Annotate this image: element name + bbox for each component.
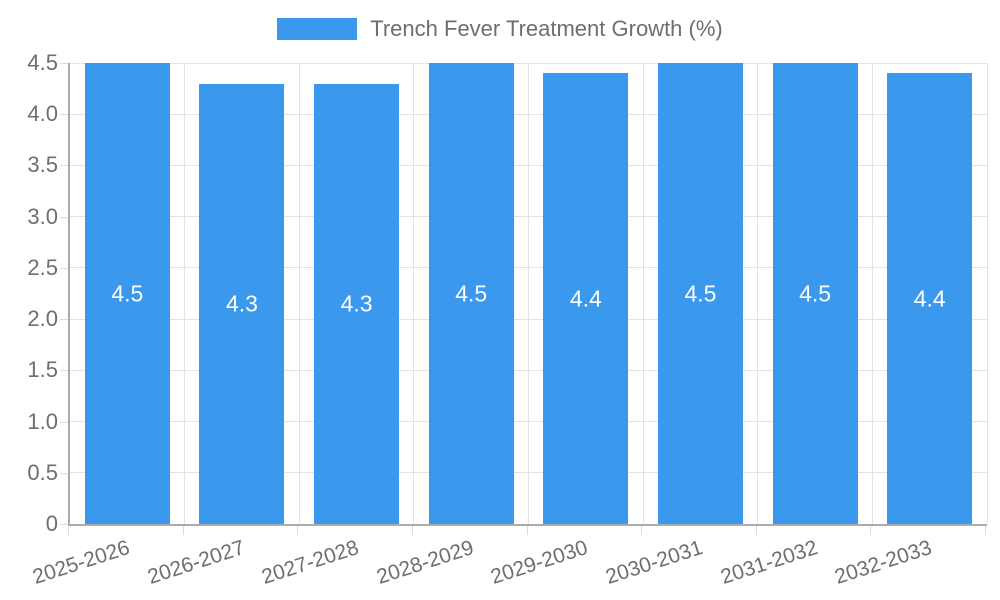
y-tick-label: 1.0 [27, 408, 58, 434]
y-tick-mark [60, 472, 68, 474]
y-tick-label: 0 [45, 511, 58, 536]
bar-value-label: 4.5 [799, 280, 832, 306]
x-category-label: 2030-2031 [602, 536, 706, 589]
bar-value-label: 4.5 [455, 280, 488, 306]
y-tick-mark [60, 114, 68, 116]
x-gridline [757, 63, 759, 524]
bar[interactable]: 4.5 [772, 63, 858, 524]
y-tick-mark [60, 421, 68, 423]
x-tick-mark [68, 526, 69, 535]
x-gridline [642, 63, 644, 524]
legend-label: Trench Fever Treatment Growth (%) [370, 16, 723, 41]
y-tick-mark [60, 165, 68, 167]
x-gridline [871, 63, 873, 524]
x-gridline [413, 63, 415, 524]
x-tick-mark [182, 526, 184, 535]
x-gridline [986, 63, 988, 524]
bar-value-label: 4.4 [569, 285, 602, 312]
y-tick-label: 4.0 [27, 101, 58, 127]
x-tick-mark [985, 526, 986, 535]
x-tick-mark [755, 526, 757, 535]
x-category-label: 2026-2027 [144, 536, 248, 589]
bar-value-label: 4.3 [340, 290, 373, 317]
y-tick-label: 3.5 [27, 152, 58, 178]
x-tick-mark [526, 526, 528, 535]
bar-value-label: 4.4 [913, 285, 946, 312]
bar-value-label: 4.3 [225, 290, 258, 317]
bar-value-label: 4.5 [684, 280, 717, 306]
y-tick-label: 3.0 [27, 203, 58, 229]
y-tick-mark [60, 524, 68, 525]
x-gridline [298, 63, 300, 524]
x-tick-mark [870, 526, 872, 535]
legend-swatch-icon [277, 18, 358, 40]
bar[interactable]: 4.4 [887, 73, 973, 524]
x-category-label: 2032-2033 [832, 536, 935, 589]
y-tick-mark [60, 319, 68, 321]
y-tick-label: 1.5 [27, 357, 58, 383]
x-tick-mark [641, 526, 643, 535]
y-tick-mark [60, 370, 68, 372]
bar-value-label: 4.5 [111, 280, 144, 306]
bar[interactable]: 4.4 [543, 73, 629, 524]
x-category-label: 2028-2029 [373, 536, 477, 589]
y-tick-label: 2.5 [27, 254, 58, 280]
legend-item[interactable]: Trench Fever Treatment Growth (%) [0, 18, 1000, 40]
plot-area: 4.5 4.3 4.3 4.5 4.4 4.5 4.5 4.4 [68, 62, 988, 526]
y-tick-mark [60, 267, 68, 269]
bar[interactable]: 4.5 [84, 63, 170, 524]
x-category-label: 2025-2026 [29, 536, 133, 589]
bar[interactable]: 4.5 [428, 63, 514, 524]
bar[interactable]: 4.3 [199, 83, 285, 524]
x-gridline [184, 63, 186, 524]
y-tick-label: 2.0 [27, 306, 58, 332]
y-tick-label: 4.5 [27, 50, 58, 75]
x-category-label: 2031-2032 [717, 536, 821, 589]
y-tick-mark [60, 216, 68, 218]
x-tick-mark [411, 526, 413, 535]
y-tick-label: 0.5 [27, 459, 58, 485]
y-tick-mark [60, 63, 68, 64]
x-tick-mark [297, 526, 299, 535]
x-gridline [528, 63, 529, 524]
bar[interactable]: 4.5 [657, 63, 743, 524]
x-category-label: 2027-2028 [259, 536, 362, 589]
x-category-label: 2029-2030 [488, 536, 591, 589]
bar[interactable]: 4.3 [314, 83, 400, 524]
